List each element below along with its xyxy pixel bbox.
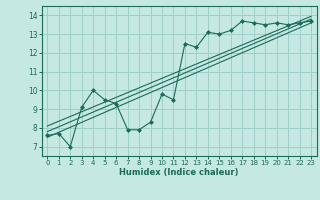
X-axis label: Humidex (Indice chaleur): Humidex (Indice chaleur)	[119, 168, 239, 177]
